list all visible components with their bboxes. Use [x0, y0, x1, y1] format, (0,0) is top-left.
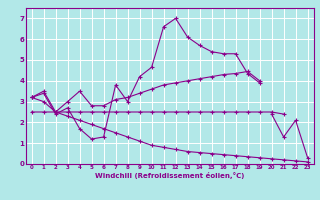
X-axis label: Windchill (Refroidissement éolien,°C): Windchill (Refroidissement éolien,°C) — [95, 172, 244, 179]
